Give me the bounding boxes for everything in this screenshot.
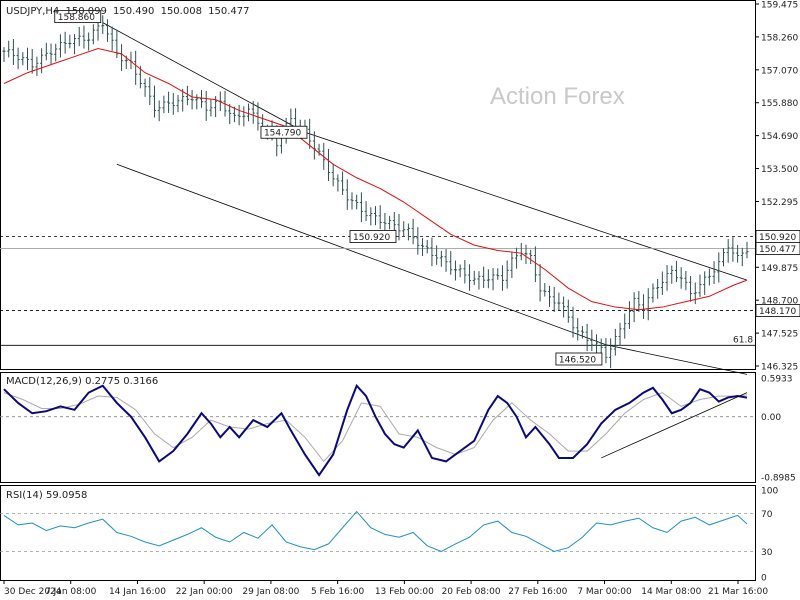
annotation-box <box>555 352 603 366</box>
annotation-label: 150.920 <box>353 233 390 243</box>
level-tag-label: 148.170 <box>759 307 796 317</box>
rsi-frame <box>0 485 756 581</box>
macd-line <box>3 383 748 477</box>
price-pane: 61.8 158.860 154.790 150.920 146.520 <box>0 0 756 375</box>
price-tick-label: 159.475 <box>761 1 798 11</box>
x-tick-label: 14 Mar 08:00 <box>641 587 701 597</box>
macd-signal-line <box>3 392 748 463</box>
annotation-label: 146.520 <box>559 355 596 365</box>
x-tick-label: 29 Jan 08:00 <box>242 587 299 597</box>
watermark: Action Forex <box>490 83 625 110</box>
channel-lower-line <box>116 163 748 375</box>
level-tag-label: 150.920 <box>759 233 796 243</box>
rsi-tick-label: 30 <box>761 548 773 558</box>
annotation-box <box>349 230 397 243</box>
rsi-pane <box>0 485 756 581</box>
macd-frame <box>0 372 756 483</box>
x-tick-label: 5 Feb 16:00 <box>311 587 365 597</box>
rsi-line <box>3 510 748 553</box>
macd-trendline <box>601 392 748 459</box>
level-tag <box>755 242 800 255</box>
macd-tick-label: -0.8985 <box>761 474 796 484</box>
price-tick-label: 147.525 <box>761 330 798 340</box>
macd-title: MACD(12,26,9) 0.2775 0.3166 <box>6 376 158 387</box>
macd-tick-label: 0.5933 <box>761 375 793 385</box>
macd-pane <box>0 372 756 483</box>
annotation-box <box>54 10 102 24</box>
moving-average-line <box>3 47 748 311</box>
price-tick-label: 146.325 <box>761 363 798 373</box>
macd-tick-label: 0.00 <box>761 413 781 423</box>
x-tick-label: 22 Jan 00:00 <box>176 587 233 597</box>
price-tick-label: 154.690 <box>761 132 798 142</box>
price-header: USDJPY,H4 150.099 150.490 150.008 150.47… <box>6 6 249 17</box>
annotation-label: 158.860 <box>58 13 95 23</box>
price-tick-label: 152.295 <box>761 198 798 208</box>
price-tick-label: 153.500 <box>761 165 798 175</box>
price-tick-label: 157.070 <box>761 66 798 76</box>
x-tick-label: 21 Mar 16:00 <box>708 587 768 597</box>
rsi-tick-label: 70 <box>761 510 773 520</box>
level-tag-label: 150.477 <box>759 245 796 255</box>
main-frame <box>0 0 756 370</box>
price-tick-label: 158.260 <box>761 33 798 43</box>
price-tick-label: 155.880 <box>761 99 798 109</box>
x-tick-label: 7 Mar 00:00 <box>577 587 632 597</box>
price-tick-label: 149.875 <box>761 264 798 274</box>
x-tick-label: 30 Dec 2024 <box>4 587 62 597</box>
price-tick-label: 148.700 <box>761 297 798 307</box>
rsi-tick-label: 0 <box>761 574 767 584</box>
rsi-title: RSI(14) 59.0958 <box>6 490 87 501</box>
level-tag <box>755 304 800 317</box>
channel-upper-line <box>102 22 748 281</box>
x-tick-label: 27 Feb 16:00 <box>508 587 567 597</box>
x-tick-label: 20 Feb 08:00 <box>442 587 501 597</box>
fib-label: 61.8 <box>733 335 753 345</box>
x-tick-label: 14 Jan 16:00 <box>109 587 166 597</box>
annotation-label: 154.790 <box>264 129 301 139</box>
x-tick-label: 13 Feb 00:00 <box>375 587 434 597</box>
annotation-box <box>260 125 308 139</box>
rsi-tick-label: 100 <box>761 487 778 497</box>
x-tick-label: 7 Jan 08:00 <box>45 587 97 597</box>
